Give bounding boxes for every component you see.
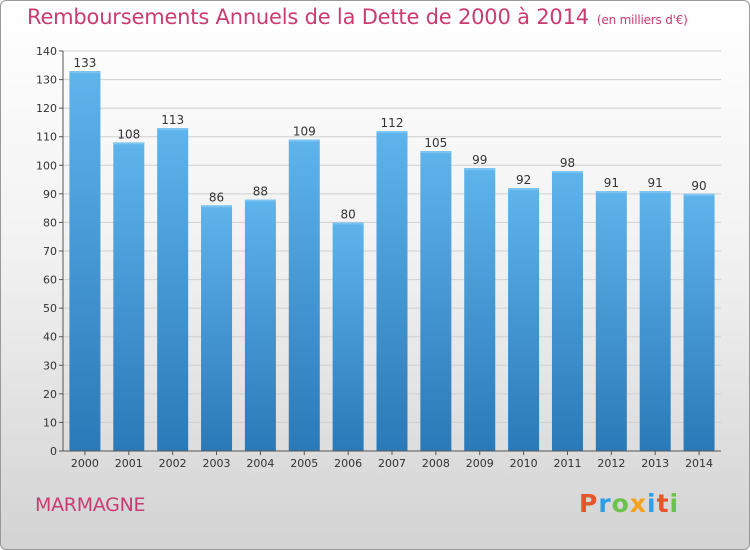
y-tick-label: 40	[43, 331, 57, 344]
bar-value-label: 108	[117, 127, 140, 141]
y-tick-label: 90	[43, 188, 57, 201]
bar	[332, 222, 364, 451]
axes: 0 10 20 30 40 50 60 70 80 90 100 110 120 130 140 2000 20…	[36, 45, 721, 470]
bar-value-label: 99	[472, 153, 487, 167]
x-tick-label: 2014	[685, 457, 713, 470]
logo-letter: o	[611, 489, 630, 518]
bar	[113, 142, 145, 451]
x-tick-label: 2006	[334, 457, 362, 470]
x-tick-label: 2011	[553, 457, 581, 470]
commune-name: MARMAGNE	[35, 494, 146, 516]
bar-value-label: 98	[560, 156, 575, 170]
y-tick-label: 10	[43, 416, 57, 429]
bar-top-edge	[376, 131, 408, 133]
x-tick-label: 2002	[159, 457, 187, 470]
bar-value-label: 133	[73, 56, 96, 70]
y-tick-label: 70	[43, 245, 57, 258]
x-tick-label: 2001	[115, 457, 143, 470]
x-tick-label: 2008	[422, 457, 450, 470]
x-tick-label: 2005	[290, 457, 318, 470]
logo-letter: i	[647, 489, 657, 518]
x-tick-label: 2000	[71, 457, 99, 470]
x-tick-label: 2004	[246, 457, 274, 470]
bar	[683, 193, 715, 451]
bar-value-label: 113	[161, 113, 184, 127]
bar	[508, 188, 540, 451]
bar-value-label: 91	[648, 176, 663, 190]
x-tick-label: 2012	[597, 457, 625, 470]
bar	[639, 191, 671, 451]
logo-letter: r	[598, 489, 612, 518]
bar-top-edge	[244, 199, 276, 202]
logo-letter: P	[579, 489, 599, 518]
bar	[201, 205, 233, 451]
y-tick-label: 140	[36, 45, 57, 58]
bar-top-edge	[464, 168, 496, 171]
y-tick-label: 30	[43, 359, 57, 372]
x-tick-label: 2009	[466, 457, 494, 470]
x-tick-label: 2013	[641, 457, 669, 470]
y-tick-label: 130	[36, 74, 57, 87]
bar-value-label: 90	[691, 179, 706, 193]
chart-subtitle: (en milliers d'€)	[596, 13, 688, 27]
y-tick-label: 50	[43, 302, 57, 315]
logo-letter: t	[656, 489, 670, 518]
bar-top-edge	[113, 142, 145, 145]
chart-title-text: Remboursements Annuels de la Dette de 20…	[27, 5, 589, 29]
proxiti-logo: Proxiti	[579, 489, 679, 518]
bar-value-label: 92	[516, 173, 531, 187]
bar-top-edge	[288, 139, 320, 142]
bar-top-edge	[508, 188, 540, 191]
y-tick-label: 20	[43, 388, 57, 401]
logo-letter: i	[669, 489, 680, 518]
y-tick-label: 120	[36, 102, 57, 115]
bar	[551, 171, 583, 451]
bar-top-edge	[595, 191, 627, 193]
bar-value-label: 105	[424, 136, 447, 150]
bar-value-label: 109	[293, 125, 316, 139]
bar	[157, 128, 189, 451]
bar	[244, 199, 276, 451]
bar-top-edge	[332, 222, 364, 225]
bar-value-label: 112	[381, 116, 404, 130]
y-tick-label: 110	[36, 131, 57, 144]
bar-top-edge	[420, 151, 452, 153]
x-tick-label: 2010	[510, 457, 538, 470]
bar-value-label: 91	[604, 176, 619, 190]
bar-top-edge	[157, 128, 189, 131]
bar-top-edge	[639, 191, 671, 193]
bar	[376, 131, 408, 451]
bar-top-edge	[683, 193, 715, 196]
y-tick-label: 100	[36, 159, 57, 172]
bar-top-edge	[201, 205, 233, 208]
y-tick-label: 60	[43, 274, 57, 287]
logo-letter: x	[629, 489, 647, 518]
bars: 133 108 113 86 88 109 80 112 105 99 92 98 91 91 90	[69, 56, 715, 452]
bar	[595, 191, 627, 451]
y-tick-label: 80	[43, 216, 57, 229]
bar-top-edge	[551, 171, 583, 173]
bar	[69, 71, 101, 451]
bar	[420, 151, 452, 451]
x-tick-label: 2003	[203, 457, 231, 470]
x-tick-label: 2007	[378, 457, 406, 470]
bar	[464, 168, 496, 451]
bar-value-label: 80	[340, 207, 355, 221]
chart-title: Remboursements Annuels de la Dette de 20…	[27, 5, 688, 29]
bar	[288, 139, 320, 452]
bar-top-edge	[69, 71, 101, 73]
bar-value-label: 86	[209, 190, 224, 204]
bar-value-label: 88	[253, 185, 268, 199]
y-tick-label: 0	[50, 445, 57, 458]
